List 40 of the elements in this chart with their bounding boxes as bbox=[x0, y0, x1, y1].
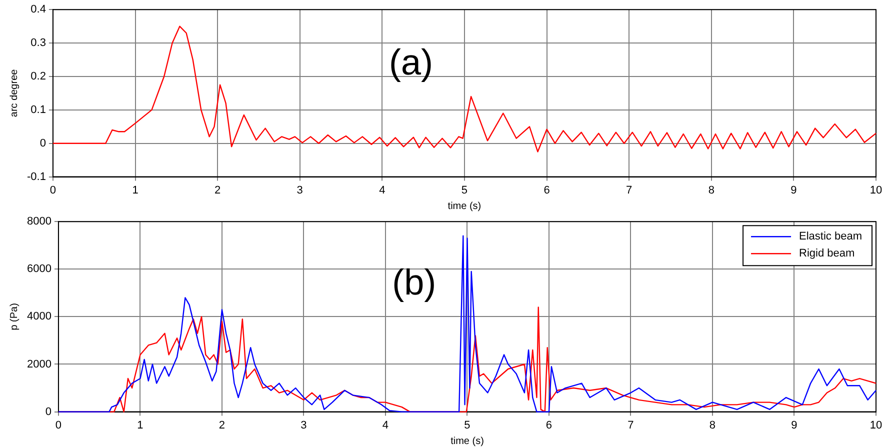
x-tick-label: 1 bbox=[132, 184, 138, 196]
y-tick-label: 6000 bbox=[26, 263, 52, 276]
x-tick-label: 5 bbox=[464, 419, 470, 432]
y-tick-label: 0.3 bbox=[30, 37, 46, 50]
x-tick-label: 8 bbox=[708, 184, 714, 196]
annotation: (a) bbox=[388, 42, 433, 83]
y-tick-label: 0.4 bbox=[30, 4, 46, 16]
x-tick-label: 8 bbox=[709, 419, 716, 432]
y-axis-title: p (Pa) bbox=[8, 303, 20, 330]
legend-label: Rigid beam bbox=[799, 248, 855, 260]
y-tick-label: 8000 bbox=[26, 216, 52, 228]
x-tick-label: 9 bbox=[790, 184, 797, 196]
y-tick-label: 0.2 bbox=[30, 70, 46, 83]
y-tick-label: -0.1 bbox=[26, 170, 46, 183]
y-axis-title: arc degree bbox=[8, 68, 20, 118]
legend-label: Elastic beam bbox=[799, 230, 862, 243]
x-tick-label: 6 bbox=[546, 419, 552, 432]
y-tick-label: 0.1 bbox=[30, 104, 46, 116]
x-tick-label: 2 bbox=[218, 419, 226, 432]
x-tick-label: 9 bbox=[791, 419, 798, 432]
x-axis-title: time (s) bbox=[450, 436, 484, 447]
x-tick-label: 7 bbox=[628, 419, 634, 432]
y-tick-label: 0 bbox=[45, 406, 52, 418]
x-tick-label: 10 bbox=[870, 419, 882, 432]
x-axis-title: time (s) bbox=[448, 200, 482, 212]
x-tick-label: 1 bbox=[137, 419, 144, 432]
y-tick-label: 0 bbox=[40, 137, 46, 150]
annotation: (b) bbox=[392, 261, 436, 302]
x-tick-label: 3 bbox=[300, 419, 307, 432]
y-tick-label: 2000 bbox=[26, 358, 52, 370]
x-tick-label: 6 bbox=[544, 184, 550, 196]
x-tick-label: 10 bbox=[870, 184, 882, 196]
x-tick-label: 7 bbox=[626, 184, 632, 196]
x-tick-label: 0 bbox=[55, 419, 62, 432]
y-tick-label: 4000 bbox=[26, 310, 52, 323]
x-tick-label: 4 bbox=[379, 184, 386, 196]
x-tick-label: 5 bbox=[461, 184, 468, 196]
x-tick-label: 4 bbox=[382, 419, 389, 432]
x-tick-label: 2 bbox=[214, 184, 221, 196]
x-tick-label: 3 bbox=[296, 184, 303, 196]
